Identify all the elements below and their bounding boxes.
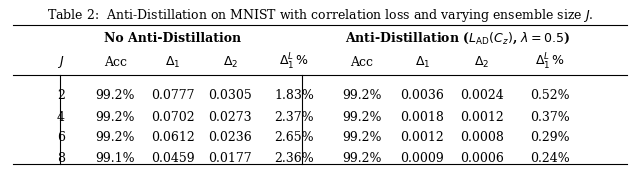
- Text: $\Delta_1$: $\Delta_1$: [415, 55, 430, 70]
- Text: 99.2%: 99.2%: [342, 131, 381, 144]
- Text: 0.0006: 0.0006: [460, 152, 504, 165]
- Text: 99.2%: 99.2%: [342, 152, 381, 165]
- Text: 0.24%: 0.24%: [531, 152, 570, 165]
- Text: 1.83%: 1.83%: [275, 89, 314, 102]
- Text: 99.2%: 99.2%: [342, 111, 381, 124]
- Text: $\Delta_1^L\,\%$: $\Delta_1^L\,\%$: [536, 52, 565, 73]
- Text: 0.0008: 0.0008: [460, 131, 504, 144]
- Text: 99.2%: 99.2%: [95, 131, 135, 144]
- Text: Acc: Acc: [350, 56, 373, 69]
- Text: 0.0702: 0.0702: [151, 111, 195, 124]
- Text: 0.52%: 0.52%: [531, 89, 570, 102]
- Text: 99.1%: 99.1%: [95, 152, 135, 165]
- Text: 99.2%: 99.2%: [342, 89, 381, 102]
- Text: 0.0777: 0.0777: [151, 89, 195, 102]
- Text: 0.29%: 0.29%: [531, 131, 570, 144]
- Text: $\Delta_1$: $\Delta_1$: [165, 55, 180, 70]
- Text: $J$: $J$: [57, 54, 65, 70]
- Text: Anti-Distillation ($L_{\mathrm{AD}}(C_z)$, $\lambda = 0.5$): Anti-Distillation ($L_{\mathrm{AD}}(C_z)…: [345, 31, 570, 46]
- Text: 0.0012: 0.0012: [401, 131, 444, 144]
- Text: 2.65%: 2.65%: [275, 131, 314, 144]
- Text: 2.37%: 2.37%: [275, 111, 314, 124]
- Text: 0.0459: 0.0459: [151, 152, 195, 165]
- Text: 0.0273: 0.0273: [209, 111, 252, 124]
- Text: 0.0012: 0.0012: [460, 111, 504, 124]
- Text: $\Delta_1^L\,\%$: $\Delta_1^L\,\%$: [280, 52, 309, 73]
- Text: 99.2%: 99.2%: [95, 111, 135, 124]
- Text: 0.37%: 0.37%: [531, 111, 570, 124]
- Text: 2.36%: 2.36%: [275, 152, 314, 165]
- Text: 2: 2: [57, 89, 65, 102]
- Text: 0.0177: 0.0177: [209, 152, 252, 165]
- Text: 0.0009: 0.0009: [401, 152, 444, 165]
- Text: $\Delta_2$: $\Delta_2$: [474, 55, 489, 70]
- Text: 8: 8: [57, 152, 65, 165]
- Text: 0.0018: 0.0018: [401, 111, 444, 124]
- Text: 0.0236: 0.0236: [209, 131, 252, 144]
- Text: Acc: Acc: [104, 56, 127, 69]
- Text: 6: 6: [57, 131, 65, 144]
- Text: 0.0612: 0.0612: [151, 131, 195, 144]
- Text: 0.0305: 0.0305: [209, 89, 252, 102]
- Text: 0.0036: 0.0036: [401, 89, 444, 102]
- Text: 0.0024: 0.0024: [460, 89, 504, 102]
- Text: $\Delta_2$: $\Delta_2$: [223, 55, 238, 70]
- Text: 99.2%: 99.2%: [95, 89, 135, 102]
- Text: 4: 4: [57, 111, 65, 124]
- Text: Table 2:  Anti-Distillation on MNIST with correlation loss and varying ensemble : Table 2: Anti-Distillation on MNIST with…: [47, 7, 593, 24]
- Text: No Anti-Distillation: No Anti-Distillation: [104, 32, 241, 45]
